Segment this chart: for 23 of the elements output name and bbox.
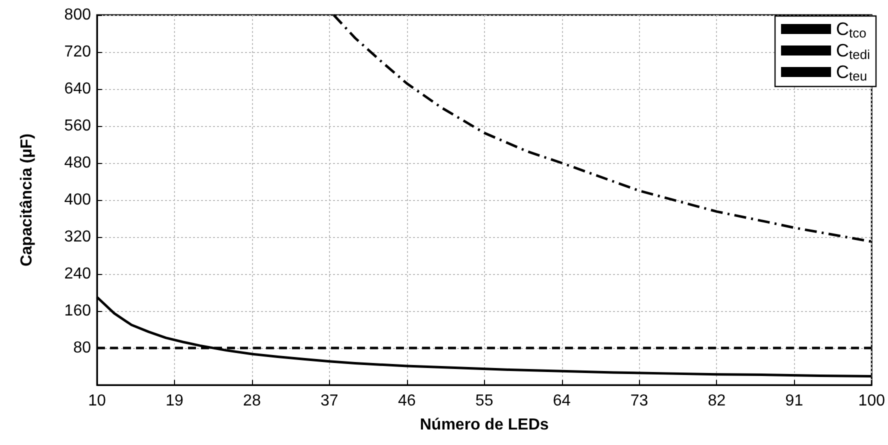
y-axis-title: Capacitância (µF) <box>18 134 36 266</box>
x-tick-label: 46 <box>398 392 416 410</box>
y-tick-label: 240 <box>64 266 92 282</box>
y-tick-label: 480 <box>64 154 92 172</box>
y-tick-label: 80 <box>73 340 92 356</box>
x-tick-label: 73 <box>630 392 648 410</box>
y-tick-label: 720 <box>64 44 92 60</box>
y-tick-label: 400 <box>64 192 92 208</box>
y-tick-label: 560 <box>64 118 92 134</box>
x-tick-label: 10 <box>88 392 106 410</box>
y-tick-label: 800 <box>64 6 92 24</box>
x-tick-label: 55 <box>475 392 494 410</box>
x-tick-label: 37 <box>320 392 338 410</box>
x-tick-label: 100 <box>858 392 886 410</box>
x-tick-label: 28 <box>243 392 261 410</box>
x-tick-label: 91 <box>785 392 804 410</box>
y-tick-label: 640 <box>64 80 92 98</box>
x-tick-label: 19 <box>166 392 184 410</box>
x-tick-label: 64 <box>552 392 571 410</box>
y-tick-label: 160 <box>64 302 92 320</box>
x-axis-title: Número de LEDs <box>420 416 549 434</box>
x-tick-label: 82 <box>708 392 726 410</box>
y-tick-label: 320 <box>64 228 92 246</box>
